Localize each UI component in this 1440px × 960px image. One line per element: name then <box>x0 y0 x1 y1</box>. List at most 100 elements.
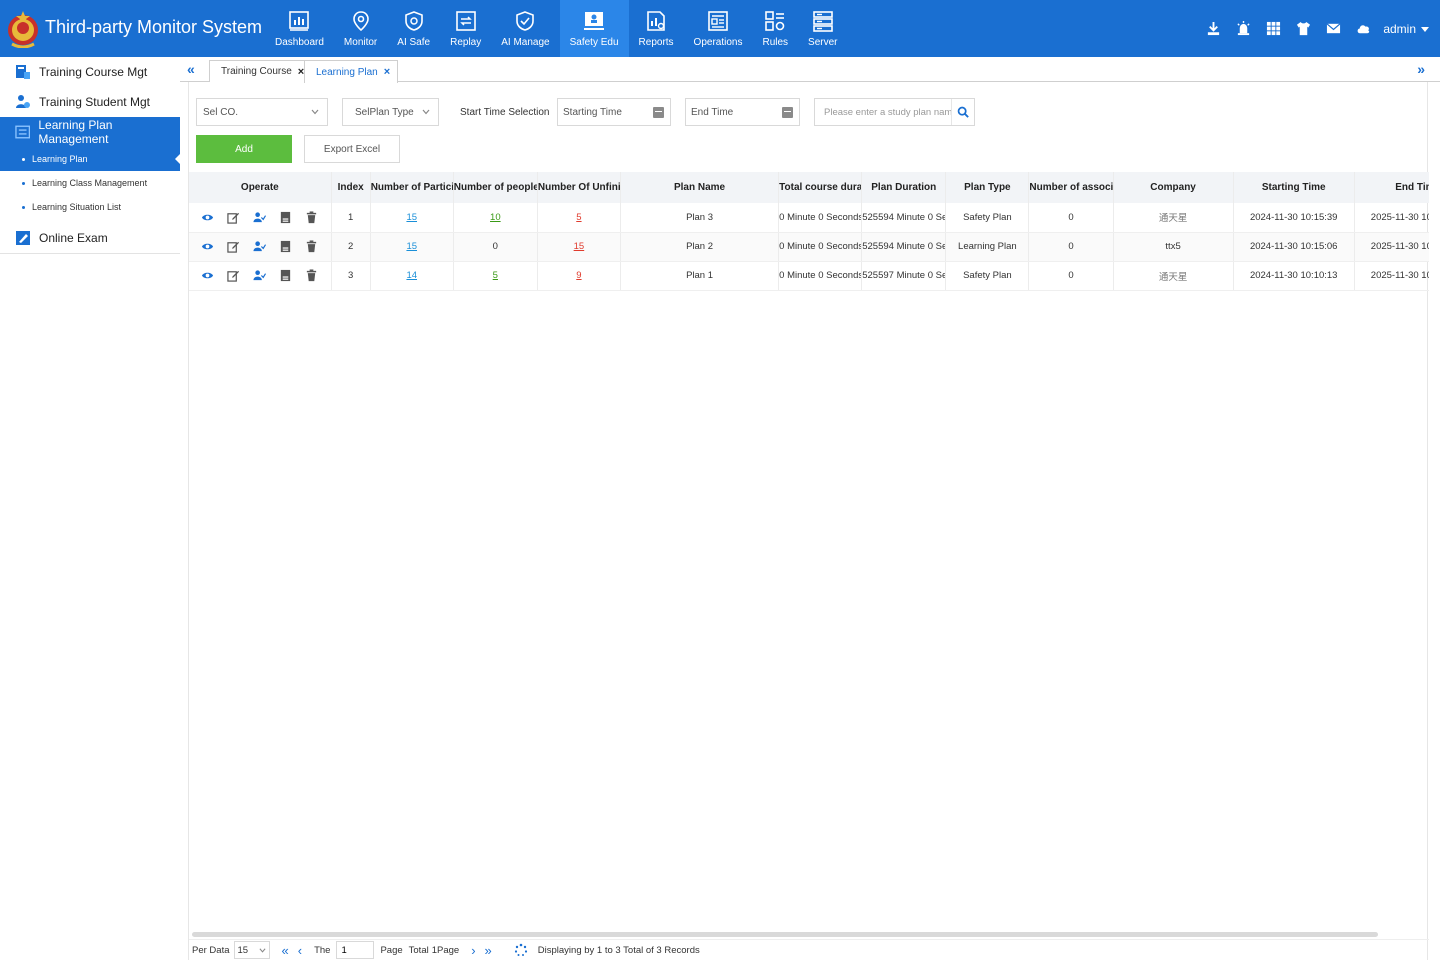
calendar-icon[interactable] <box>653 107 664 118</box>
column-header[interactable]: Number of Partici <box>370 172 454 203</box>
edit-button[interactable] <box>225 238 242 255</box>
close-icon[interactable]: × <box>383 66 391 78</box>
close-icon[interactable]: × <box>297 65 305 78</box>
sidebar-subitem-learning-situation[interactable]: Learning Situation List <box>0 195 180 219</box>
nav-safety-edu[interactable]: Safety Edu <box>559 0 629 57</box>
tshirt-icon <box>1296 21 1310 36</box>
cell-end-time: 2025-11-30 10:15:06 <box>1354 232 1429 262</box>
nav-operations[interactable]: Operations <box>684 0 753 57</box>
participants-link[interactable]: 15 <box>406 211 418 223</box>
view-button[interactable] <box>199 267 216 284</box>
user-name[interactable]: admin <box>1383 21 1416 36</box>
unfinished-link[interactable]: 15 <box>573 241 585 252</box>
sidebar-item-training-student[interactable]: Training Student Mgt <box>0 87 180 117</box>
eye-icon <box>202 272 214 279</box>
nav-reports[interactable]: Reports <box>629 0 684 57</box>
nav-ai-manage[interactable]: AI Manage <box>491 0 559 57</box>
add-button[interactable]: Add <box>196 135 292 163</box>
tab-label: Learning Plan <box>316 66 378 78</box>
cell-index: 2 <box>331 232 371 262</box>
collapse-sidebar-button[interactable]: « <box>187 61 195 77</box>
unfinished-link[interactable]: 5 <box>576 211 582 223</box>
search-button[interactable] <box>951 99 973 125</box>
refresh-icon[interactable] <box>514 943 528 957</box>
download-button[interactable] <box>1198 0 1228 57</box>
sidebar-item-training-course[interactable]: Training Course Mgt <box>0 57 180 87</box>
sidebar-item-learning-plan-management[interactable]: Learning Plan Management <box>0 117 180 147</box>
delete-button[interactable] <box>303 267 320 284</box>
participants-link[interactable]: 14 <box>406 270 418 281</box>
participants-link[interactable]: 15 <box>406 241 418 252</box>
record-button[interactable] <box>277 267 294 284</box>
delete-button[interactable] <box>303 238 320 255</box>
column-header[interactable]: End Tim <box>1354 172 1429 203</box>
expand-tabs-button[interactable]: » <box>1417 61 1425 77</box>
nav-ai-safe[interactable]: AI Safe <box>387 0 440 57</box>
alarm-button[interactable] <box>1228 0 1258 57</box>
page-number-input[interactable] <box>336 941 375 959</box>
column-header[interactable]: Number of associ <box>1028 172 1114 203</box>
skin-button[interactable] <box>1288 0 1318 57</box>
end-time-input[interactable]: End Time <box>685 98 800 126</box>
column-header[interactable]: Number Of Unfini <box>537 172 621 203</box>
record-button[interactable] <box>277 238 294 255</box>
column-header[interactable]: Plan Name <box>620 172 780 203</box>
cell-index: 3 <box>331 261 371 291</box>
column-header[interactable]: Number of people <box>453 172 538 203</box>
chevron-down-icon <box>311 109 319 115</box>
nav-rules[interactable]: Rules <box>752 0 798 57</box>
column-header[interactable]: Company <box>1113 172 1234 203</box>
sidebar-subitem-learning-plan[interactable]: Learning Plan <box>0 147 180 171</box>
company-select[interactable]: Sel CO. <box>196 98 328 126</box>
cell-unfinished: 5 <box>537 203 621 233</box>
tab-learning-plan[interactable]: Learning Plan × <box>304 60 399 83</box>
sidebar-item-online-exam[interactable]: Online Exam <box>0 223 180 253</box>
nav-server[interactable]: Server <box>798 0 847 57</box>
view-button[interactable] <box>199 238 216 255</box>
plan-type-select[interactable]: SelPlan Type <box>342 98 439 126</box>
prev-page-button[interactable]: ‹ <box>297 942 303 958</box>
tab-label: Training Course <box>221 66 292 77</box>
next-page-button[interactable]: › <box>471 942 476 958</box>
edit-button[interactable] <box>225 267 242 284</box>
people-link[interactable]: 10 <box>490 211 501 223</box>
nav-dashboard[interactable]: Dashboard <box>265 0 334 57</box>
search-icon <box>957 106 969 118</box>
messages-button[interactable] <box>1318 0 1348 57</box>
cloud-button[interactable] <box>1348 0 1378 57</box>
last-page-button[interactable]: » <box>484 942 492 958</box>
column-header[interactable]: Plan Type <box>945 172 1030 203</box>
nav-monitor[interactable]: Monitor <box>334 0 387 57</box>
people-link[interactable]: 5 <box>492 270 498 281</box>
export-excel-button[interactable]: Export Excel <box>304 135 400 163</box>
user-menu-toggle[interactable] <box>1420 0 1440 57</box>
record-button[interactable] <box>277 209 294 226</box>
column-header[interactable]: Total course dura <box>778 172 863 203</box>
nav-label: Server <box>808 37 838 48</box>
column-header[interactable]: Plan Duration <box>861 172 947 203</box>
apps-grid-button[interactable] <box>1258 0 1288 57</box>
delete-button[interactable] <box>303 209 320 226</box>
view-button[interactable] <box>199 209 216 226</box>
cell-plan-type: Safety Plan <box>945 261 1030 291</box>
column-header[interactable]: Starting Time <box>1233 172 1355 203</box>
tabs-bar: « Training Course × Learning Plan × » <box>180 57 1440 83</box>
plan-search-input[interactable] <box>815 100 951 124</box>
nav-label: AI Safe <box>397 37 431 48</box>
page-size-select[interactable]: 15 <box>233 941 270 959</box>
unfinished-link[interactable]: 9 <box>576 270 582 281</box>
learning-plan-table: Operate Index Number of Partici Number o… <box>189 172 1429 291</box>
calendar-icon[interactable] <box>782 107 793 118</box>
assign-students-button[interactable] <box>251 267 268 284</box>
assign-students-button[interactable] <box>251 238 268 255</box>
column-header[interactable]: Index <box>331 172 371 203</box>
first-page-button[interactable]: « <box>281 942 289 958</box>
sidebar-subitem-learning-class[interactable]: Learning Class Management <box>0 171 180 195</box>
nav-replay[interactable]: Replay <box>440 0 491 57</box>
edit-button[interactable] <box>225 209 242 226</box>
nav-label: Dashboard <box>275 37 324 48</box>
horizontal-scrollbar[interactable] <box>192 932 1378 937</box>
starting-time-input[interactable]: Starting Time <box>557 98 671 126</box>
tab-training-course[interactable]: Training Course × <box>209 60 313 82</box>
assign-students-button[interactable] <box>251 209 268 226</box>
